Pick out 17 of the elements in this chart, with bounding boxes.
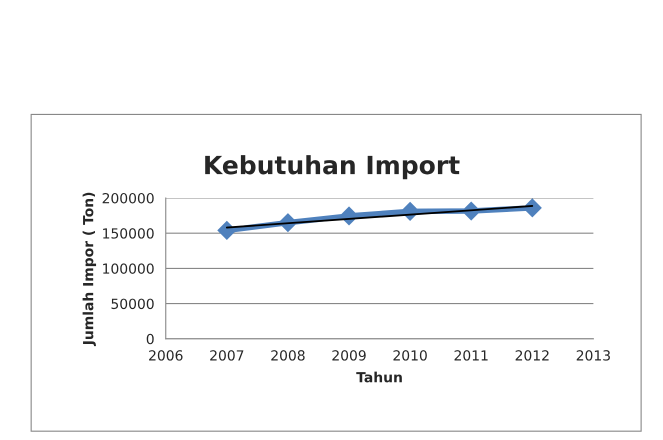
y-tick-label: 150000 xyxy=(103,228,154,239)
y-axis-title: Jumlah Impor ( Ton) xyxy=(82,192,96,346)
x-tick-label: 2008 xyxy=(271,350,305,361)
chart-title: Kebutuhan Import xyxy=(205,155,460,180)
x-tick-label: 2006 xyxy=(149,350,183,361)
y-tick-label: 0 xyxy=(146,334,154,344)
x-tick-label: 2013 xyxy=(576,350,610,361)
y-tick-label: 200000 xyxy=(102,192,154,204)
x-tick-label: 2010 xyxy=(393,350,427,361)
point xyxy=(217,221,236,240)
x-tick-label: 2011 xyxy=(454,350,488,361)
y-tick-label: 100000 xyxy=(103,263,154,274)
x-tick-label: 2012 xyxy=(516,350,549,361)
x-axis-title: Tahun xyxy=(356,372,402,382)
y-tick-label: 50000 xyxy=(112,298,154,310)
x-tick-label: 2007 xyxy=(210,350,244,361)
x-tick-label: 2009 xyxy=(332,350,366,361)
